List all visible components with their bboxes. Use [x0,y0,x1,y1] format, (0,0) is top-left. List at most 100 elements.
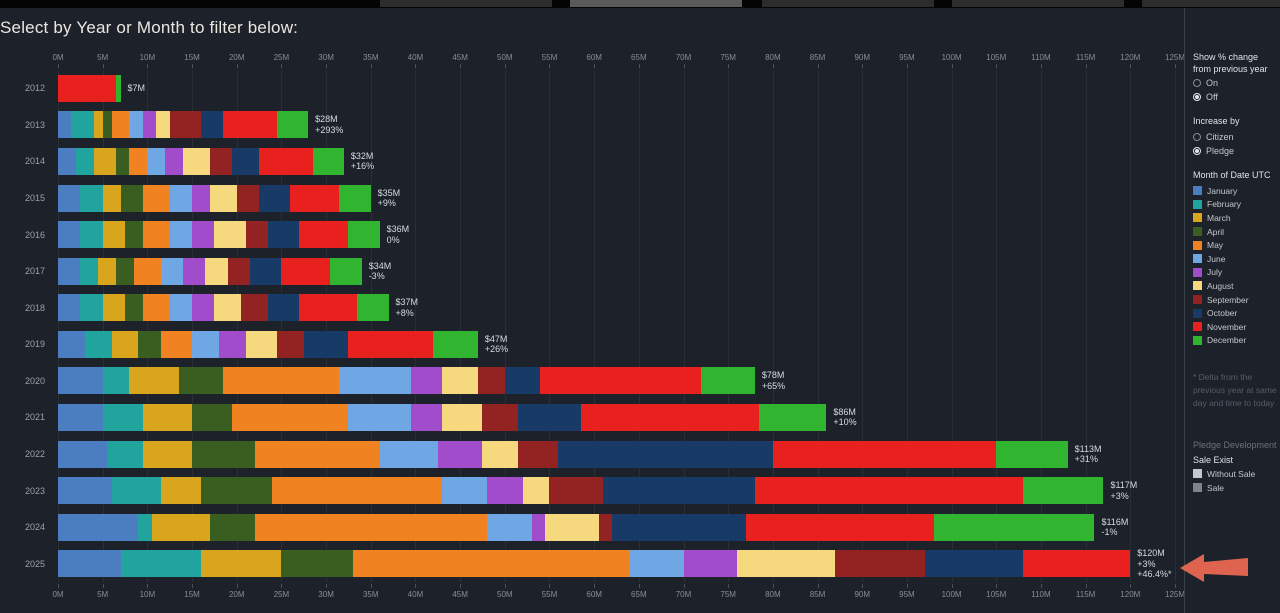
stacked-bar-2015[interactable] [58,184,371,212]
bar-segment-august[interactable] [544,513,599,541]
bar-segment-december[interactable] [116,74,121,102]
bar-segment-july[interactable] [165,147,184,175]
bar-segment-april[interactable] [124,294,143,322]
bar-segment-november[interactable] [772,440,997,468]
bar-segment-may[interactable] [352,550,630,578]
bar-segment-june[interactable] [379,440,438,468]
bar-segment-november[interactable] [223,111,277,139]
bar-segment-february[interactable] [71,111,94,139]
bar-segment-april[interactable] [102,111,112,139]
bar-segment-october[interactable] [924,550,1024,578]
bar-segment-march[interactable] [98,257,117,285]
bar-segment-december[interactable] [348,221,380,249]
stacked-bar-2024[interactable] [58,513,1095,541]
legend-item-october[interactable]: October [1193,306,1280,320]
bar-segment-april[interactable] [116,147,130,175]
bar-segment-april[interactable] [138,330,161,358]
bar-segment-november[interactable] [540,367,702,395]
stacked-bar-2023[interactable] [58,477,1104,505]
bar-segment-september[interactable] [518,440,559,468]
bar-segment-october[interactable] [603,477,755,505]
bar-segment-december[interactable] [1023,477,1104,505]
radio-button[interactable] [1193,93,1201,101]
bar-segment-march[interactable] [102,294,125,322]
bar-segment-january[interactable] [58,330,85,358]
bar-segment-april[interactable] [281,550,353,578]
stacked-bar-2025[interactable] [58,550,1131,578]
bar-segment-august[interactable] [156,111,170,139]
stacked-bar-2019[interactable] [58,330,478,358]
bar-segment-january[interactable] [58,403,103,431]
bar-segment-july[interactable] [531,513,545,541]
bar-segment-november[interactable] [290,184,340,212]
bar-segment-november[interactable] [348,330,434,358]
radio-button[interactable] [1193,133,1201,141]
radio-button[interactable] [1193,147,1201,155]
bar-segment-june[interactable] [191,330,219,358]
bar-segment-march[interactable] [142,440,193,468]
bar-segment-september[interactable] [241,294,268,322]
bar-segment-february[interactable] [107,440,143,468]
bar-segment-march[interactable] [93,111,103,139]
bar-segment-december[interactable] [996,440,1068,468]
top-tab[interactable] [762,0,934,7]
bar-segment-january[interactable] [58,440,108,468]
bar-segment-january[interactable] [58,294,81,322]
year-label-2022[interactable]: 2022 [24,449,45,460]
bar-segment-july[interactable] [410,403,443,431]
bar-segment-november[interactable] [58,74,117,102]
bar-segment-july[interactable] [142,111,157,139]
bar-segment-october[interactable] [267,221,300,249]
bar-segment-march[interactable] [93,147,117,175]
year-label-2025[interactable]: 2025 [24,558,45,569]
bar-segment-september[interactable] [598,513,612,541]
bar-segment-september[interactable] [227,257,251,285]
bar-segment-april[interactable] [116,257,134,285]
bar-segment-july[interactable] [191,294,215,322]
year-label-2020[interactable]: 2020 [24,375,45,386]
year-label-2018[interactable]: 2018 [24,302,45,313]
top-tab[interactable] [1142,0,1280,7]
bar-segment-september[interactable] [835,550,925,578]
legend-item-sale[interactable]: Sale [1193,481,1280,495]
bar-segment-june[interactable] [169,184,192,212]
bar-segment-april[interactable] [178,367,224,395]
bar-segment-march[interactable] [102,184,121,212]
bar-segment-september[interactable] [276,330,304,358]
bar-segment-march[interactable] [151,513,210,541]
bar-segment-june[interactable] [129,111,143,139]
bar-segment-august[interactable] [442,403,483,431]
year-label-2015[interactable]: 2015 [24,193,45,204]
bar-segment-february[interactable] [111,477,161,505]
bar-segment-august[interactable] [245,330,277,358]
bar-segment-december[interactable] [276,111,309,139]
legend-item-march[interactable]: March [1193,211,1280,225]
bar-segment-may[interactable] [142,221,170,249]
bar-segment-march[interactable] [160,477,201,505]
bar-segment-august[interactable] [442,367,478,395]
stacked-bar-2016[interactable] [58,221,380,249]
top-tab-active[interactable] [570,0,742,7]
bar-segment-july[interactable] [486,477,523,505]
bar-segment-august[interactable] [214,294,242,322]
bar-segment-february[interactable] [120,550,201,578]
stacked-bar-2018[interactable] [58,294,389,322]
bar-segment-january[interactable] [58,221,81,249]
bar-segment-april[interactable] [124,221,143,249]
bar-segment-november[interactable] [299,221,349,249]
bar-segment-september[interactable] [209,147,233,175]
year-label-2023[interactable]: 2023 [24,485,45,496]
bar-segment-december[interactable] [357,294,389,322]
bar-segment-may[interactable] [129,147,148,175]
bar-segment-october[interactable] [258,184,291,212]
bar-segment-december[interactable] [933,513,1095,541]
bar-segment-april[interactable] [192,440,255,468]
bar-segment-october[interactable] [232,147,259,175]
bar-segment-november[interactable] [299,294,358,322]
bar-segment-october[interactable] [558,440,773,468]
bar-segment-august[interactable] [205,257,228,285]
bar-segment-september[interactable] [482,403,519,431]
legend-item-january[interactable]: January [1193,184,1280,198]
bar-segment-december[interactable] [759,403,827,431]
legend-item-without-sale[interactable]: Without Sale [1193,467,1280,481]
